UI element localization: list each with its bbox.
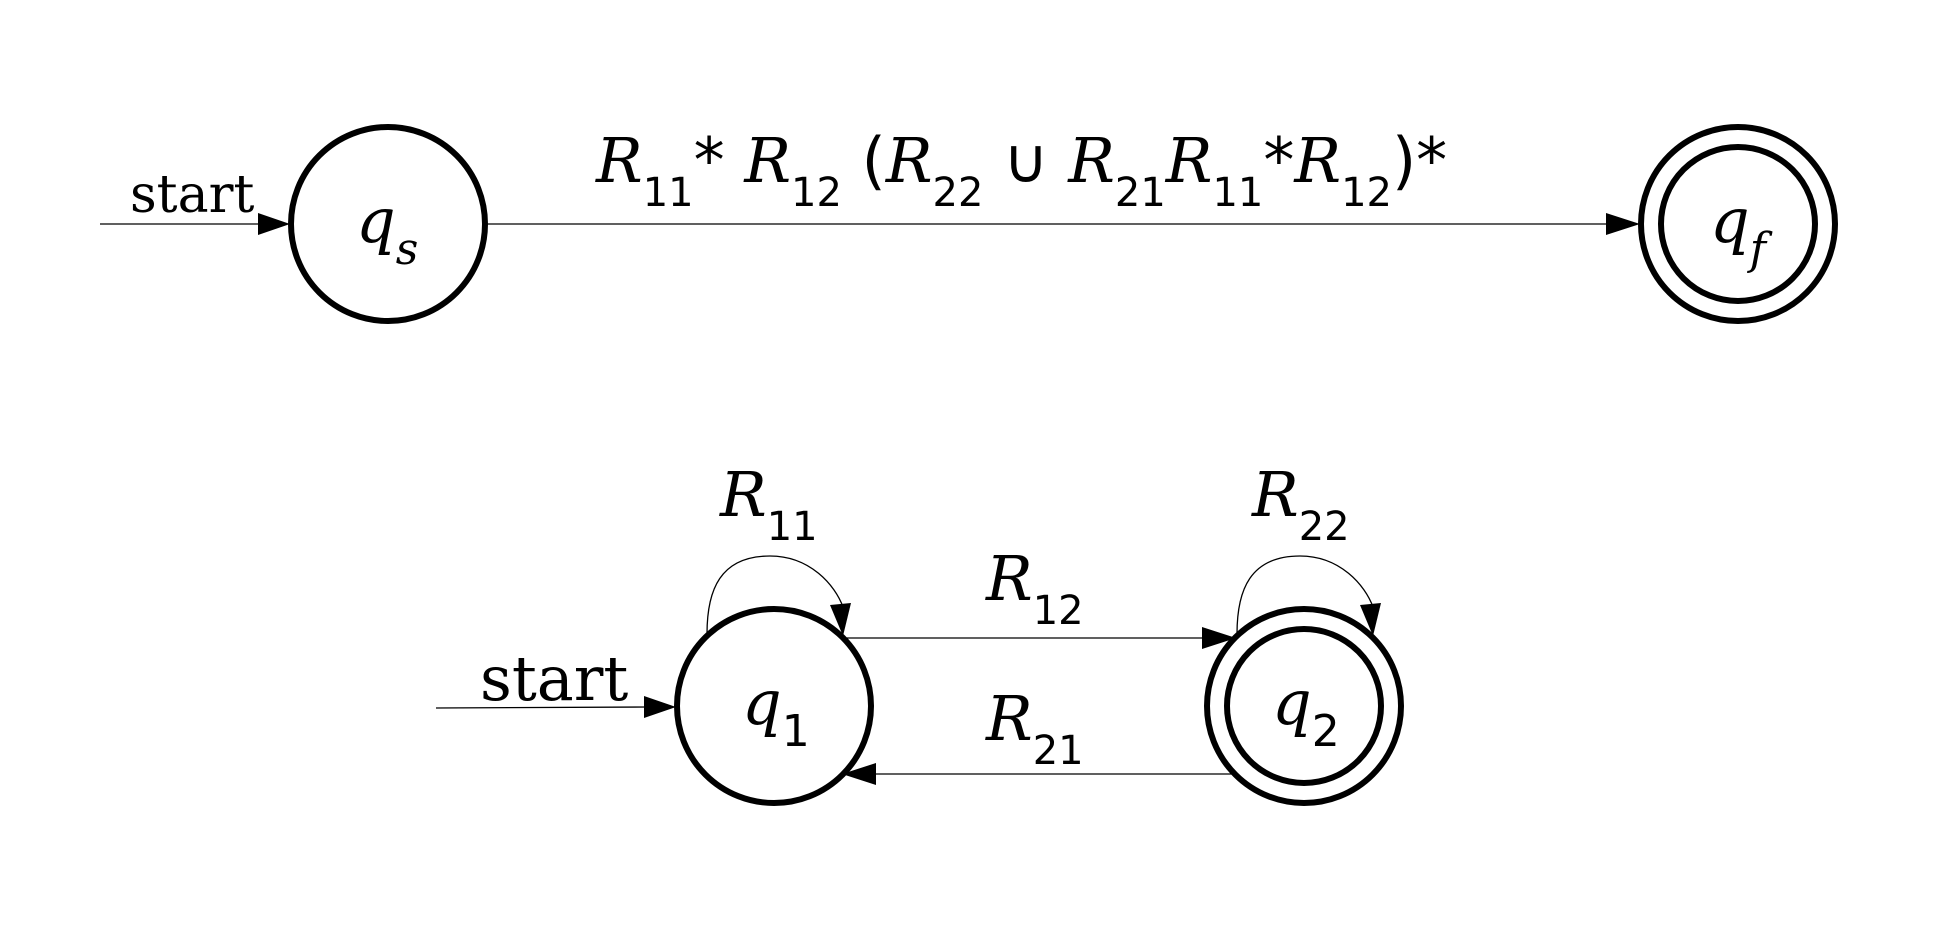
edge-q1-q2-label: R12	[985, 542, 1084, 634]
two-state-automaton: start q1 q2 R11 R12 R21 R22	[435, 458, 1404, 806]
arrowhead-qs-qf	[1606, 213, 1640, 235]
arrowhead-q2-q1	[842, 763, 876, 785]
edge-q2-q1-label: R21	[985, 682, 1084, 774]
start-arrowhead-q1	[644, 696, 676, 718]
state-q1[interactable]	[674, 606, 874, 806]
state-qs-label: qs	[356, 184, 418, 275]
arrowhead-q2-q2	[1360, 603, 1381, 636]
reduced-automaton: start qs R11* R12 (R22 ∪ R21R11*R12)* qf	[100, 124, 1838, 324]
arrowhead-q1-q2	[1202, 627, 1236, 649]
edge-q1-q1	[706, 555, 844, 635]
state-q2-label: q2	[1272, 666, 1340, 757]
edge-q2-q2	[1236, 555, 1374, 635]
arrowhead-q1-q1	[830, 603, 851, 636]
edge-q2-q2-label: R22	[1251, 458, 1350, 550]
edge-q1-q1-label: R11	[719, 458, 818, 550]
edge-qs-qf-label: R11* R12 (R22 ∪ R21R11*R12)*	[595, 124, 1447, 216]
start-label-qs: start	[130, 165, 254, 225]
start-arrow-q1	[435, 706, 649, 709]
state-qf-inner-ring	[1658, 144, 1818, 304]
state-q2-inner-ring	[1224, 626, 1384, 786]
start-label-q1: start	[480, 642, 628, 715]
state-q1-label: q1	[742, 666, 810, 757]
state-qs[interactable]	[288, 124, 488, 324]
start-arrowhead-qs	[258, 213, 290, 235]
